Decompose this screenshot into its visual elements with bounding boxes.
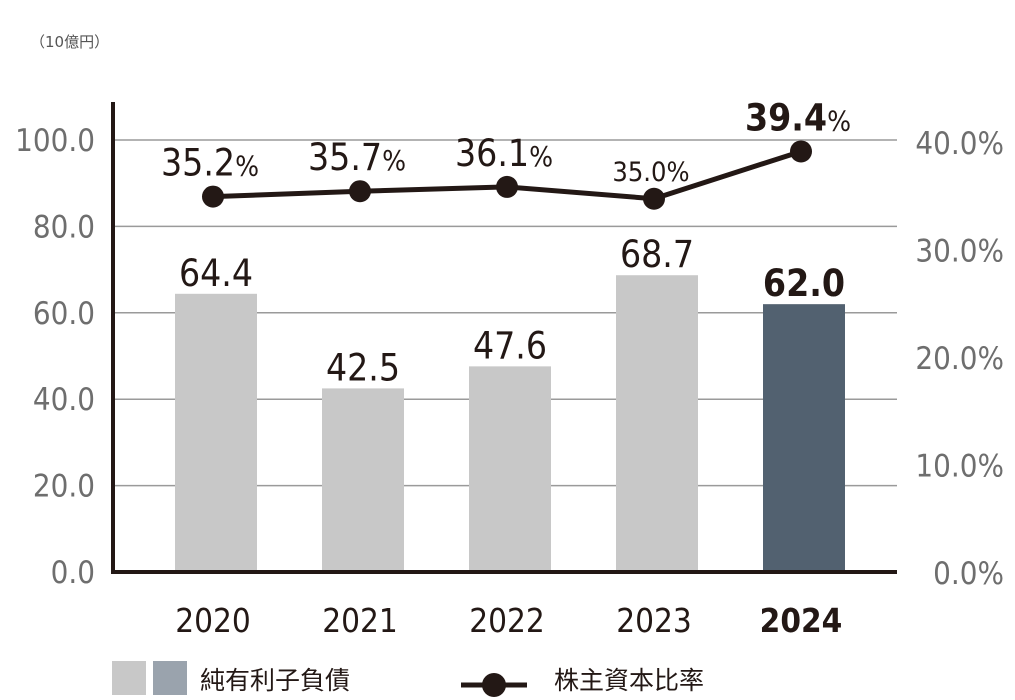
right-tick-label: 0.0% bbox=[933, 556, 1004, 592]
line-value-label: 35.2% bbox=[161, 142, 259, 185]
bar bbox=[322, 388, 404, 572]
bar-value-label: 42.5 bbox=[326, 346, 400, 389]
unit-label: （10億円） bbox=[30, 33, 109, 51]
x-tick-label: 2020 bbox=[175, 601, 251, 640]
bar-value-label: 64.4 bbox=[179, 252, 253, 295]
right-tick-label: 20.0% bbox=[915, 341, 1004, 377]
left-tick-label: 40.0 bbox=[33, 382, 95, 418]
left-tick-label: 60.0 bbox=[33, 296, 95, 332]
legend-label-line: 株主資本比率 bbox=[554, 666, 704, 695]
line-marker bbox=[349, 180, 371, 203]
x-tick-label: 2024 bbox=[760, 601, 843, 640]
bar bbox=[175, 293, 257, 572]
line-value-label: 35.7% bbox=[308, 136, 406, 179]
line-marker bbox=[790, 140, 812, 163]
legend-swatch-light bbox=[112, 661, 146, 695]
left-axis-ticks: 0.0 20.0 40.0 60.0 80.0 100.0 bbox=[15, 123, 95, 591]
legend-marker-icon bbox=[482, 673, 506, 697]
left-tick-label: 0.0 bbox=[51, 555, 95, 591]
x-tick-label: 2021 bbox=[322, 601, 398, 640]
line-series bbox=[202, 140, 812, 210]
bar bbox=[616, 275, 698, 572]
bar-value-label: 47.6 bbox=[473, 324, 547, 367]
right-tick-label: 30.0% bbox=[915, 234, 1004, 270]
bar-value-label: 68.7 bbox=[620, 233, 694, 276]
right-tick-label: 10.0% bbox=[915, 449, 1004, 485]
axes bbox=[111, 102, 897, 574]
line-marker bbox=[496, 175, 518, 198]
right-axis-ticks: 0.0% 10.0% 20.0% 30.0% 40.0% bbox=[915, 126, 1004, 592]
line-value-label: 39.4% bbox=[745, 96, 851, 139]
legend-swatch-dark bbox=[153, 661, 187, 695]
right-tick-label: 40.0% bbox=[915, 126, 1004, 162]
bar-series bbox=[175, 275, 845, 572]
left-tick-label: 20.0 bbox=[33, 469, 95, 505]
bar-value-labels: 64.4 42.5 47.6 68.7 62.0 bbox=[179, 233, 845, 389]
x-axis-ticks: 2020 2021 2022 2023 2024 bbox=[175, 601, 842, 640]
x-tick-label: 2023 bbox=[616, 601, 692, 640]
bar bbox=[469, 366, 551, 572]
line-marker bbox=[643, 187, 665, 210]
x-tick-label: 2022 bbox=[469, 601, 545, 640]
legend: 純有利子負債 株主資本比率 bbox=[112, 661, 704, 697]
bar-value-label: 62.0 bbox=[763, 262, 845, 305]
line-value-labels: 35.2% 35.7% 36.1% 35.0% 39.4% bbox=[161, 96, 851, 187]
left-tick-label: 100.0 bbox=[15, 123, 95, 159]
bar bbox=[763, 304, 845, 572]
left-tick-label: 80.0 bbox=[33, 209, 95, 245]
line-value-label: 36.1% bbox=[455, 132, 553, 175]
legend-label-bar: 純有利子負債 bbox=[200, 666, 350, 695]
line-marker bbox=[202, 185, 224, 208]
line-value-label: 35.0% bbox=[612, 157, 689, 188]
